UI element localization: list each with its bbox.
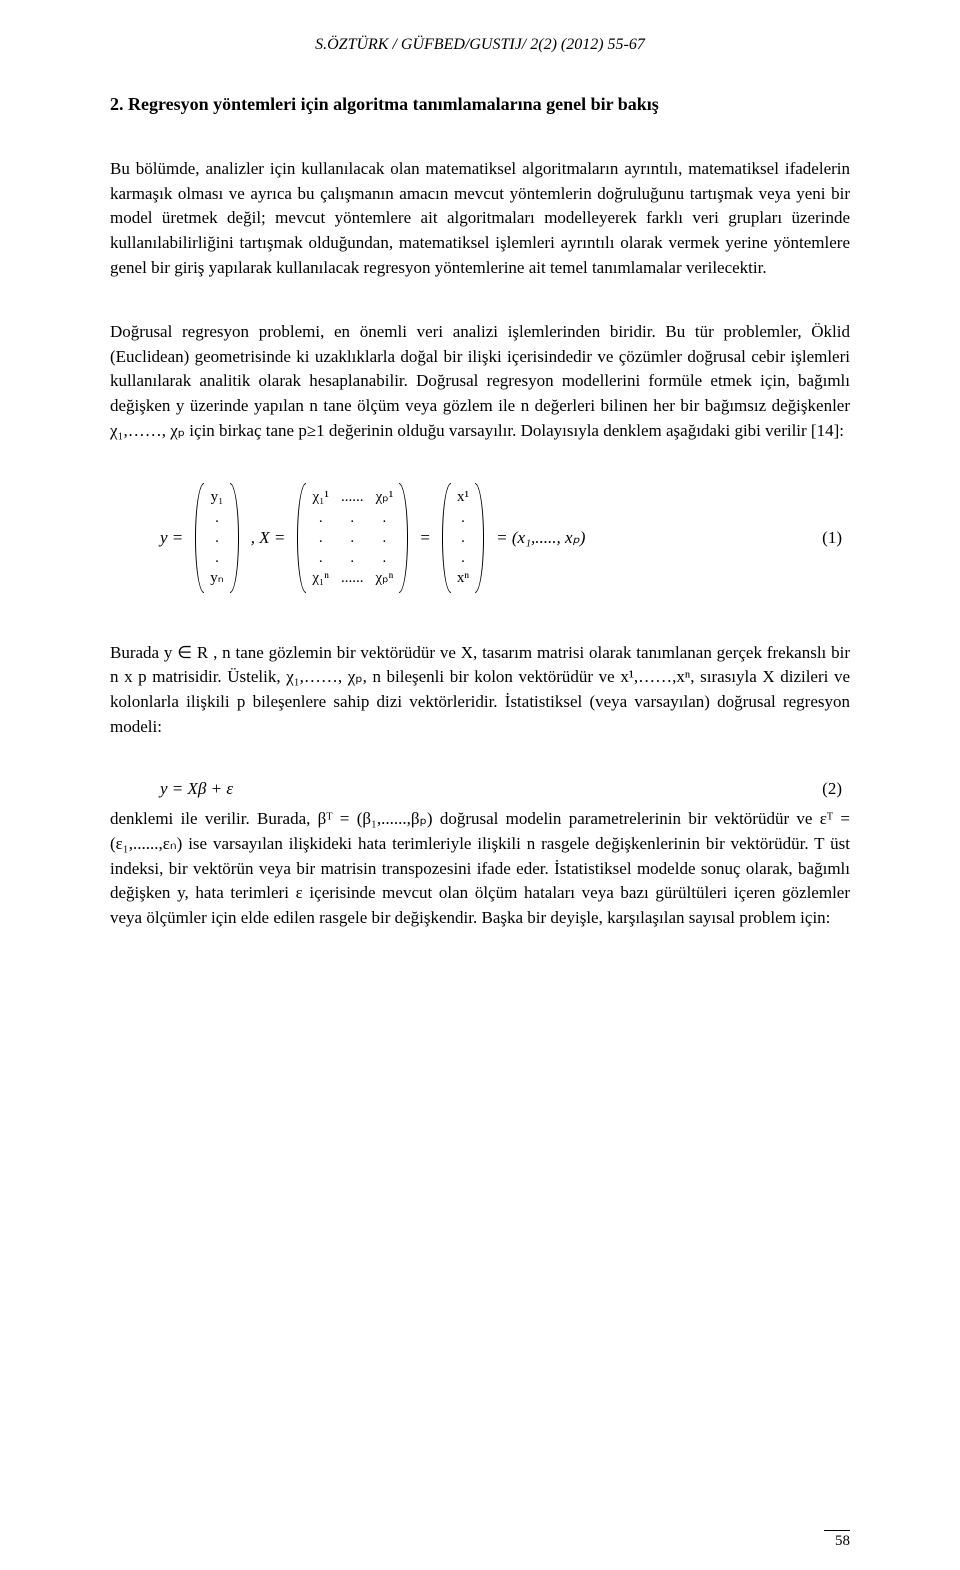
yvec-2: .	[210, 528, 223, 548]
xvec-3: .	[457, 548, 469, 568]
XM-0: ......	[341, 487, 364, 507]
XR-0: χₚ¹	[376, 487, 394, 507]
eq1-y-lead: y =	[160, 528, 183, 548]
yvec-4: yₙ	[210, 568, 223, 588]
XM-1: .	[341, 508, 364, 528]
equation-2: y = Xβ + ε (2)	[110, 779, 850, 799]
eq1-number: (1)	[822, 528, 850, 548]
eq1-X-matrix: χ₁¹ . . . χ₁ⁿ ...... . . . ...... χₚ	[297, 483, 408, 592]
XL-3: .	[312, 548, 329, 568]
eq2-number: (2)	[822, 779, 850, 799]
XL-4: χ₁ⁿ	[312, 568, 329, 588]
page: S.ÖZTÜRK / GÜFBED/GUSTIJ/ 2(2) (2012) 55…	[0, 0, 960, 1570]
XM-3: .	[341, 548, 364, 568]
paragraph-2: Doğrusal regresyon problemi, en önemli v…	[110, 320, 850, 443]
eq1-eq-sep: =	[420, 528, 430, 548]
XL-1: .	[312, 508, 329, 528]
XM-4: ......	[341, 568, 364, 588]
XR-1: .	[376, 508, 394, 528]
eq1-tail: = (x₁,....., xₚ)	[496, 528, 585, 548]
XL-2: .	[312, 528, 329, 548]
page-number: 58	[824, 1530, 850, 1550]
equation-1: y = y₁ . . . yₙ , X = χ₁¹ .	[110, 483, 850, 592]
section-title: 2. Regresyon yöntemleri için algoritma t…	[110, 94, 850, 115]
section-title-text: 2. Regresyon yöntemleri için algoritma t…	[110, 94, 659, 114]
eq1-X-lead: , X =	[251, 528, 286, 548]
paragraph-1: Bu bölümde, analizler için kullanılacak …	[110, 157, 850, 280]
xvec-4: xⁿ	[457, 568, 469, 588]
xvec-0: x¹	[457, 487, 469, 507]
running-head: S.ÖZTÜRK / GÜFBED/GUSTIJ/ 2(2) (2012) 55…	[110, 36, 850, 54]
yvec-1: .	[210, 508, 223, 528]
XR-3: .	[376, 548, 394, 568]
yvec-0: y₁	[210, 487, 223, 507]
XR-4: χₚⁿ	[376, 568, 394, 588]
yvec-3: .	[210, 548, 223, 568]
eq1-x-vector: x¹ . . . xⁿ	[442, 483, 484, 592]
XR-2: .	[376, 528, 394, 548]
paragraph-4: denklemi ile verilir. Burada, βᵀ = (β₁,.…	[110, 807, 850, 930]
XL-0: χ₁¹	[312, 487, 329, 507]
equation-1-body: y = y₁ . . . yₙ , X = χ₁¹ .	[160, 483, 585, 592]
XM-2: .	[341, 528, 364, 548]
xvec-2: .	[457, 528, 469, 548]
running-head-text: S.ÖZTÜRK / GÜFBED/GUSTIJ/ 2(2) (2012) 55…	[315, 36, 645, 53]
paragraph-3: Burada y ∈ R , n tane gözlemin bir vektö…	[110, 641, 850, 740]
xvec-1: .	[457, 508, 469, 528]
eq1-y-vector: y₁ . . . yₙ	[195, 483, 238, 592]
eq2-expr: y = Xβ + ε	[160, 779, 233, 799]
